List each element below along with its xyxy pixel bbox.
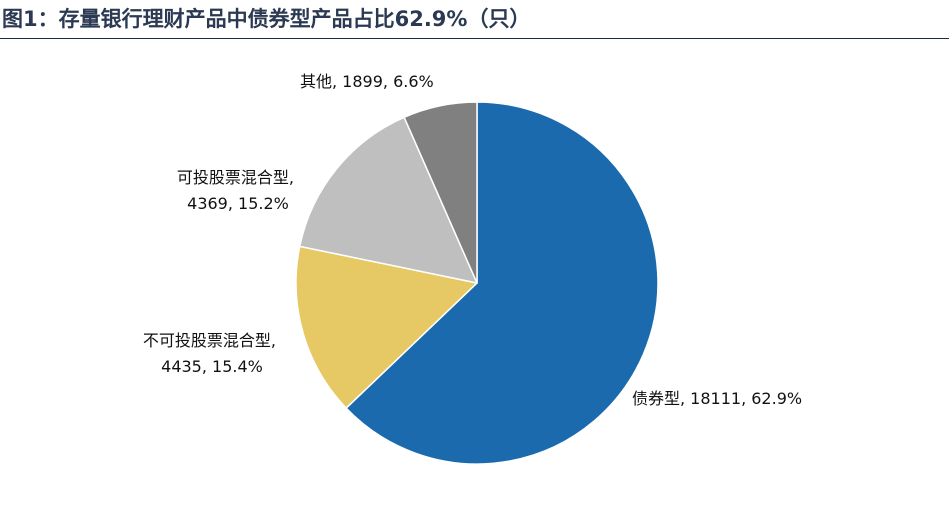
label-non-equity-mixed: 不可投股票混合型, 4435, 15.4% xyxy=(143,331,281,376)
slice-equity-mixed xyxy=(299,116,478,284)
slice-other xyxy=(403,101,478,284)
slice-non-equity-mixed xyxy=(295,245,478,409)
pie-slices xyxy=(295,101,659,465)
title-divider xyxy=(0,38,949,39)
chart-title: 图1：存量银行理财产品中债券型产品占比62.9%（只） xyxy=(2,7,531,31)
pie-labels: 债券型, 18111, 62.9% 不可投股票混合型, 4435, 15.4% … xyxy=(143,72,802,408)
slice-bond xyxy=(345,101,659,465)
label-other: 其他, 1899, 6.6% xyxy=(300,72,434,91)
label-bond: 债券型, 18111, 62.9% xyxy=(632,389,802,408)
label-equity-mixed: 可投股票混合型, 4369, 15.2% xyxy=(177,168,299,213)
